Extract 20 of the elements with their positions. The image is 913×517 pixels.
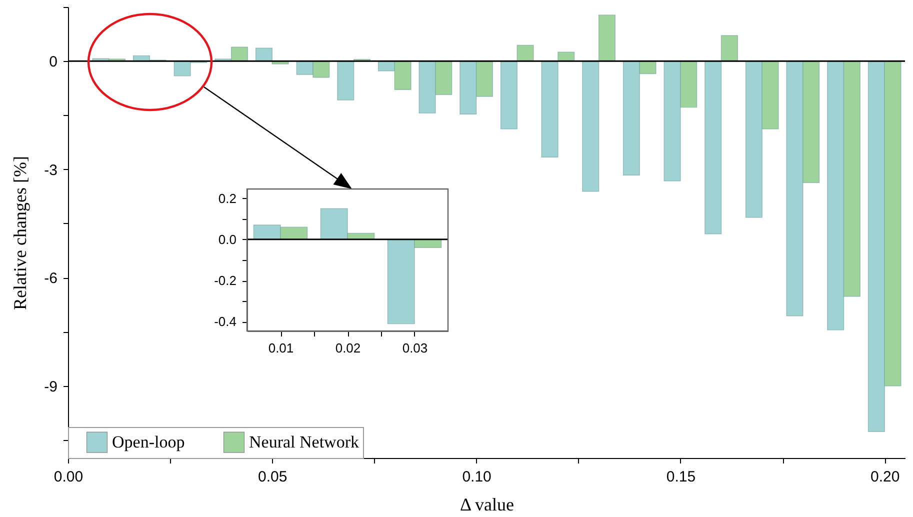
y-tick-label: -0.4 — [214, 314, 236, 330]
x-axis-title: Δ value — [460, 494, 514, 514]
y-tick-label: -6 — [44, 270, 58, 288]
x-tick-label: 0.02 — [335, 340, 361, 356]
x-tick-label: 0.00 — [54, 468, 84, 486]
y-tick-label: -3 — [44, 162, 58, 179]
x-tick-label: 0.10 — [462, 468, 492, 486]
y-tick-label: -0.2 — [214, 273, 236, 288]
legend-label: Open-loop — [112, 432, 185, 452]
x-tick-label: 0.20 — [870, 468, 900, 486]
x-tick-label: 0.03 — [402, 340, 428, 356]
y-tick-label: 0 — [49, 54, 58, 71]
x-tick-label: 0.05 — [258, 468, 288, 486]
y-axis-title: Relative changes [%] — [10, 156, 30, 310]
y-tick-label: -9 — [44, 378, 58, 396]
y-tick-label: 0.0 — [218, 232, 236, 247]
y-tick-label: 0.2 — [218, 190, 236, 206]
legend-label: Neural Network — [249, 432, 360, 452]
x-tick-label: 0.01 — [268, 340, 294, 356]
x-tick-label: 0.15 — [666, 468, 696, 486]
